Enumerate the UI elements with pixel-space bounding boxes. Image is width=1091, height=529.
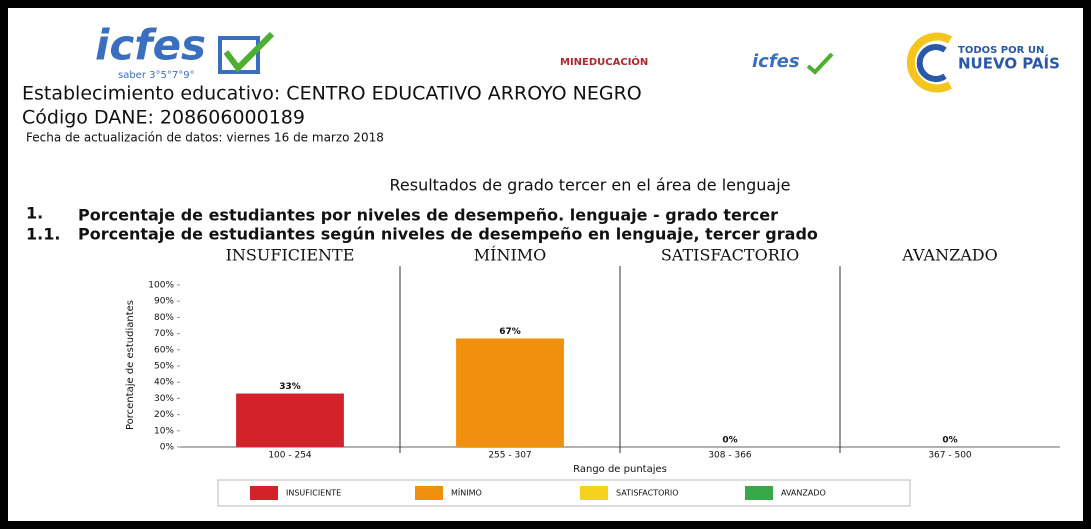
legend-label: MÍNIMO bbox=[451, 487, 482, 498]
y-tick-label: 20% bbox=[154, 410, 174, 420]
bar bbox=[236, 393, 344, 447]
y-tick-label: 100% bbox=[148, 281, 174, 291]
gov-logo bbox=[916, 44, 947, 82]
y-tick-label: 0% bbox=[160, 443, 175, 453]
legend-label: INSUFICIENTE bbox=[286, 489, 341, 498]
x-tick-label: 255 - 307 bbox=[488, 451, 531, 461]
value-label: 33% bbox=[279, 382, 301, 392]
section-title: Resultados de grado tercer en el área de… bbox=[389, 176, 790, 195]
panel-header: INSUFICIENTE bbox=[226, 246, 355, 265]
value-label: 67% bbox=[499, 327, 521, 337]
x-tick-label: 308 - 366 bbox=[708, 451, 752, 461]
legend-label: SATISFACTORIO bbox=[616, 489, 679, 498]
bar bbox=[456, 338, 564, 447]
y-tick-label: 80% bbox=[154, 313, 174, 323]
y-tick-label: 70% bbox=[154, 329, 174, 339]
y-tick-label: 10% bbox=[154, 426, 174, 436]
legend-swatch bbox=[580, 486, 608, 500]
legend-swatch bbox=[250, 486, 278, 500]
logo: icfes bbox=[95, 21, 206, 70]
small-check bbox=[806, 52, 834, 75]
update-date: Fecha de actualización de datos: viernes… bbox=[26, 131, 384, 145]
y-axis-label: Porcentaje de estudiantes bbox=[125, 300, 136, 430]
y-tick-label: 40% bbox=[154, 378, 174, 388]
gov-logo-text: NUEVO PAÍS bbox=[958, 54, 1060, 73]
value-label: 0% bbox=[722, 436, 737, 446]
y-tick-label: 60% bbox=[154, 345, 174, 355]
legend-label: AVANZADO bbox=[781, 489, 826, 498]
gov-logo-text: TODOS POR UN bbox=[958, 45, 1044, 56]
logo-box bbox=[218, 36, 260, 74]
item-title: Porcentaje de estudiantes según niveles … bbox=[78, 225, 818, 244]
ministry-logo: MINEDUCACIÓN bbox=[560, 55, 648, 68]
item-number: 1. bbox=[26, 204, 43, 223]
panel-header: SATISFACTORIO bbox=[661, 246, 799, 265]
gov-logo bbox=[906, 32, 952, 93]
dane-code: Código DANE: 208606000189 bbox=[22, 107, 305, 129]
value-label: 0% bbox=[942, 436, 957, 446]
y-tick-label: 90% bbox=[154, 297, 174, 307]
panel-header: AVANZADO bbox=[901, 246, 997, 265]
legend-swatch bbox=[415, 486, 443, 500]
item-title: Porcentaje de estudiantes por niveles de… bbox=[78, 206, 778, 225]
legend-box bbox=[217, 479, 911, 507]
logo-sub: saber 3°5°7°9° bbox=[118, 70, 195, 81]
x-axis-label: Rango de puntajes bbox=[573, 464, 667, 475]
small-logo: icfes bbox=[752, 51, 800, 72]
legend-swatch bbox=[745, 486, 773, 500]
item-number: 1.1. bbox=[26, 225, 60, 244]
x-tick-label: 100 - 254 bbox=[268, 451, 312, 461]
logo-check bbox=[223, 31, 275, 73]
y-tick-label: 30% bbox=[154, 394, 174, 404]
y-tick-label: 50% bbox=[154, 362, 174, 372]
x-tick-label: 367 - 500 bbox=[928, 451, 972, 461]
panel-header: MÍNIMO bbox=[474, 245, 547, 265]
school-name: Establecimiento educativo: CENTRO EDUCAT… bbox=[22, 83, 642, 105]
